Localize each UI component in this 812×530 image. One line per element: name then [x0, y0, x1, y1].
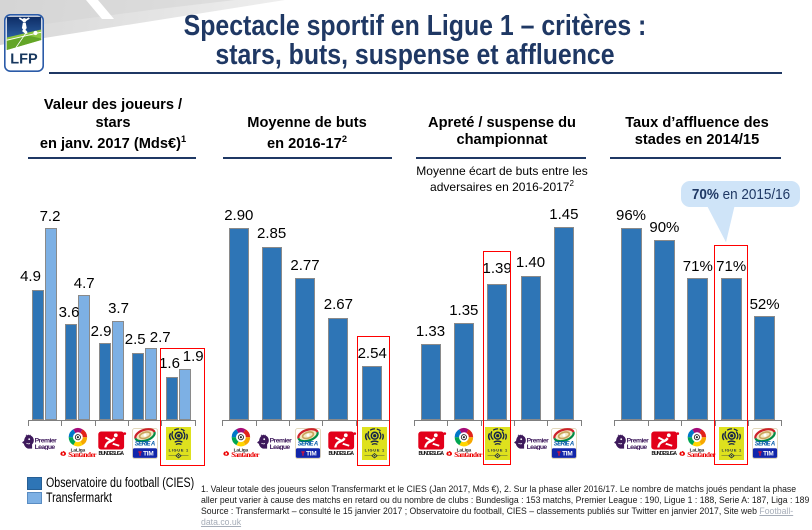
svg-text:Santander: Santander [68, 451, 97, 458]
svg-text:SERIE A: SERIE A [554, 442, 575, 448]
svg-text:LIGUE 1: LIGUE 1 [168, 447, 188, 452]
svg-text:Premier: Premier [270, 438, 293, 445]
svg-text:LaLiga: LaLiga [234, 448, 249, 454]
svg-text:LFP: LFP [10, 51, 38, 67]
svg-text:TIM: TIM [763, 451, 774, 458]
svg-text:SERIE A: SERIE A [134, 442, 155, 448]
svg-text:Santander: Santander [454, 451, 483, 458]
svg-text:LaLiga: LaLiga [457, 448, 472, 454]
svg-text:BUNDESLIGA: BUNDESLIGA [99, 451, 125, 457]
svg-text:SERIE A: SERIE A [754, 442, 775, 448]
svg-text:LaLiga: LaLiga [690, 448, 705, 454]
svg-text:LIGUE 1: LIGUE 1 [365, 447, 385, 452]
svg-text:Santander: Santander [688, 451, 717, 458]
svg-text:BUNDESLIGA: BUNDESLIGA [418, 451, 444, 457]
svg-text:League: League [627, 444, 648, 450]
svg-text:SERIE A: SERIE A [297, 442, 318, 448]
svg-text:LaLiga: LaLiga [70, 448, 85, 454]
svg-text:Premier: Premier [34, 438, 57, 445]
svg-text:LIGUE 1: LIGUE 1 [488, 447, 508, 452]
svg-text:Premier: Premier [627, 438, 650, 445]
svg-text:TIM: TIM [563, 451, 574, 458]
svg-text:League: League [270, 444, 291, 450]
svg-text:Premier: Premier [527, 438, 550, 445]
svg-text:TIM: TIM [306, 451, 317, 458]
svg-text:Santander: Santander [231, 451, 260, 458]
svg-text:BUNDESLIGA: BUNDESLIGA [652, 451, 678, 457]
svg-text:LIGUE 1: LIGUE 1 [721, 447, 741, 452]
svg-text:League: League [527, 444, 548, 450]
svg-text:BUNDESLIGA: BUNDESLIGA [328, 451, 354, 457]
svg-text:League: League [34, 444, 55, 450]
svg-text:TIM: TIM [143, 451, 154, 458]
